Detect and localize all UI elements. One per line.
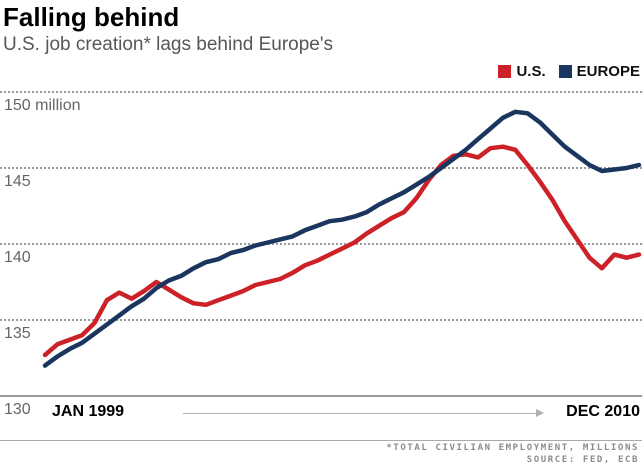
y-tick-label: 130 (4, 401, 31, 418)
page-title: Falling behind (3, 2, 180, 32)
y-gridline (0, 167, 642, 169)
legend-item-europe: EUROPE (558, 63, 640, 80)
x-axis-arrow-head-icon (536, 409, 544, 417)
x-axis-line (0, 395, 642, 397)
x-axis-start-label: JAN 1999 (52, 403, 125, 420)
y-gridline (0, 91, 642, 93)
y-gridline (0, 243, 642, 245)
y-tick-label: 150 million (4, 97, 81, 114)
footnote-text: *TOTAL CIVILIAN EMPLOYMENT, MILLIONS (386, 443, 639, 453)
legend-label-europe: EUROPE (576, 63, 640, 80)
x-axis-end-label: DEC 2010 (566, 403, 640, 420)
y-tick-label: 145 (4, 173, 31, 190)
chart-legend: U.S. EUROPE (498, 63, 640, 80)
series-line-us (42, 144, 642, 358)
legend-item-us: U.S. (498, 63, 546, 80)
us-color-swatch (498, 65, 512, 78)
y-tick-label: 140 (4, 249, 31, 266)
source-text: SOURCE: FED, ECB (526, 455, 639, 465)
y-gridline (0, 319, 642, 321)
series-line-europe (42, 109, 642, 368)
legend-label-us: U.S. (516, 63, 546, 80)
footer-divider (0, 440, 642, 441)
page-subtitle: U.S. job creation* lags behind Europe's (3, 34, 333, 55)
x-axis-arrow-shaft (183, 413, 538, 414)
europe-color-swatch (558, 65, 572, 78)
y-tick-label: 135 (4, 325, 31, 342)
